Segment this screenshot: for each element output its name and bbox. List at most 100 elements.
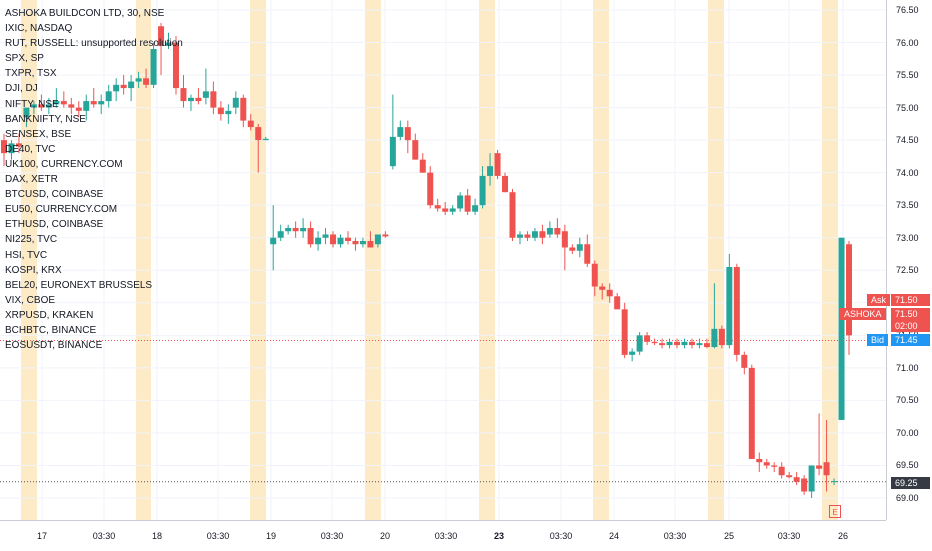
candle bbox=[479, 166, 486, 209]
candle-body bbox=[180, 88, 187, 102]
comparison-symbol-item[interactable]: EU50, CURRENCY.COM bbox=[5, 204, 118, 216]
time-tick-label: 20 bbox=[379, 531, 391, 541]
candle-body bbox=[718, 328, 725, 346]
comparison-symbol-item[interactable]: BTCUSD, COINBASE bbox=[5, 189, 104, 201]
candle bbox=[801, 475, 808, 495]
candle-body bbox=[23, 107, 30, 118]
candle bbox=[359, 237, 366, 248]
candle-body bbox=[15, 143, 22, 147]
comparison-symbol-item[interactable]: TXPR, TSX bbox=[5, 68, 57, 80]
candle bbox=[240, 94, 247, 128]
comparison-symbol-item[interactable]: UK100, CURRENCY.COM bbox=[5, 158, 123, 170]
comparison-symbol-item[interactable]: DJI, DJ bbox=[5, 83, 38, 95]
candle-body bbox=[464, 195, 471, 212]
candle bbox=[83, 94, 90, 121]
candle-body bbox=[487, 166, 494, 176]
candle bbox=[30, 101, 37, 115]
candle-body bbox=[681, 341, 688, 346]
countdown-tag: 02:00 bbox=[891, 320, 930, 332]
candle-body bbox=[741, 354, 748, 368]
comparison-symbol-item[interactable]: BANKNIFTY, NSE bbox=[5, 113, 86, 125]
candle-body bbox=[561, 231, 568, 248]
comparison-symbol-item[interactable]: SENSEX, BSE bbox=[5, 128, 72, 140]
candle-body bbox=[696, 343, 703, 346]
comparison-symbol-item[interactable]: EOSUSDT, BINANCE bbox=[5, 340, 103, 352]
candle bbox=[172, 36, 179, 95]
candle bbox=[718, 325, 725, 349]
candle-body bbox=[389, 136, 396, 167]
comparison-symbol-item[interactable]: HSI, TVC bbox=[5, 249, 48, 261]
comparison-symbol-item[interactable]: RUT, RUSSELL: unsupported resolution bbox=[5, 38, 183, 50]
time-tick-label: 24 bbox=[608, 531, 620, 541]
session-band-20 bbox=[365, 0, 381, 520]
candle bbox=[412, 133, 419, 160]
price-axis[interactable] bbox=[886, 0, 932, 520]
comparison-symbol-item[interactable]: VIX, CBOE bbox=[5, 294, 56, 306]
candle bbox=[793, 471, 800, 485]
comparison-symbol-item[interactable]: ETHUSD, COINBASE bbox=[5, 219, 104, 231]
candle bbox=[53, 88, 60, 108]
candle-body bbox=[277, 231, 284, 238]
comparison-symbol-item[interactable]: XRPUSD, KRAKEN bbox=[5, 309, 94, 321]
bid-label-tag: Bid bbox=[867, 334, 889, 346]
candle-body bbox=[90, 101, 97, 105]
candle-body bbox=[8, 143, 15, 154]
comparison-symbol-item[interactable]: NIFTY, NSE bbox=[5, 98, 59, 110]
time-tick-label: 03:30 bbox=[549, 531, 573, 541]
candle-body bbox=[315, 237, 322, 245]
session-band-25 bbox=[708, 0, 724, 520]
candle bbox=[113, 78, 120, 102]
candle bbox=[45, 97, 52, 115]
candle bbox=[561, 224, 568, 271]
comparison-symbol-item[interactable]: DE40, TVC bbox=[5, 143, 56, 155]
candle-body bbox=[531, 231, 538, 238]
candle bbox=[187, 94, 194, 111]
comparison-symbol-item[interactable]: KOSPI, KRX bbox=[5, 264, 62, 276]
candle-body bbox=[546, 227, 553, 235]
candle bbox=[247, 114, 254, 131]
candle-body bbox=[539, 231, 546, 238]
time-tick-label: 23 bbox=[493, 531, 505, 541]
candle-body bbox=[247, 120, 254, 128]
candle-body bbox=[68, 104, 75, 108]
comparison-symbol-item[interactable]: BCHBTC, BINANCE bbox=[5, 324, 97, 336]
time-axis[interactable] bbox=[0, 520, 886, 551]
comparison-symbol-item[interactable]: IXIC, NASDAQ bbox=[5, 23, 73, 35]
comparison-symbol-item[interactable]: NI225, TVC bbox=[5, 234, 58, 246]
candle bbox=[315, 231, 322, 251]
candle-body bbox=[285, 227, 292, 232]
price-tick-label: 73.00 bbox=[896, 232, 919, 243]
candle bbox=[1, 133, 7, 167]
earnings-marker[interactable]: E bbox=[829, 505, 841, 518]
candle-body bbox=[651, 341, 658, 344]
candle-body bbox=[666, 341, 673, 346]
candle bbox=[599, 283, 606, 300]
comparison-symbol-item[interactable]: SPX, SP bbox=[5, 53, 44, 65]
candle bbox=[494, 149, 501, 180]
candle bbox=[696, 338, 703, 349]
candle-body bbox=[479, 175, 486, 206]
candle-body bbox=[584, 244, 591, 264]
candle bbox=[195, 88, 202, 105]
candle-body bbox=[636, 335, 643, 352]
candle bbox=[322, 227, 329, 245]
candle bbox=[8, 140, 15, 160]
candle bbox=[636, 332, 643, 355]
candle-body bbox=[778, 466, 785, 476]
candle-body bbox=[232, 97, 239, 108]
candle-body bbox=[816, 465, 823, 469]
candle-body bbox=[270, 237, 277, 245]
session-band-23 bbox=[479, 0, 495, 520]
candle bbox=[464, 188, 471, 215]
candle bbox=[397, 120, 404, 141]
candle-body bbox=[75, 107, 82, 111]
candle bbox=[15, 133, 22, 154]
comparison-symbol-item[interactable]: BEL20, EURONEXT BRUSSELS bbox=[5, 279, 153, 291]
price-tick-label: 69.50 bbox=[896, 460, 919, 471]
candle-body bbox=[846, 244, 852, 336]
comparison-symbol-item[interactable]: DAX, XETR bbox=[5, 174, 58, 186]
candle-body bbox=[30, 104, 37, 108]
candle-body bbox=[150, 49, 157, 85]
low-line-price-tag: 69.25 bbox=[891, 477, 930, 489]
